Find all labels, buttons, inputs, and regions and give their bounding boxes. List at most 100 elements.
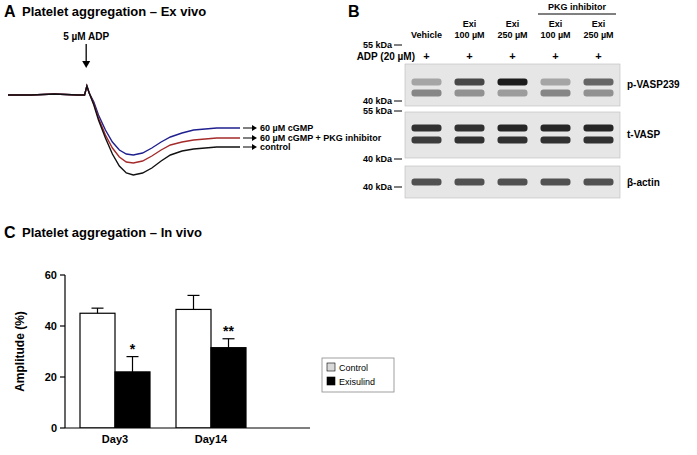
blot-band: [455, 125, 485, 132]
blot-band: [584, 90, 614, 97]
row-label: t-VASP: [627, 129, 660, 140]
blot-band: [541, 179, 571, 186]
treatment-mark: +: [466, 50, 472, 62]
error-bar: [92, 308, 104, 313]
treatment-mark: +: [552, 50, 558, 62]
significance: **: [223, 323, 234, 339]
mw-tick: [394, 187, 402, 188]
y-axis: [64, 275, 65, 428]
blot-membrane: [405, 166, 620, 198]
blot-band: [584, 137, 614, 144]
error-stem: [97, 308, 98, 313]
plot-area: [80, 295, 246, 428]
treatment-mark: +: [509, 50, 515, 62]
blot-band: [498, 79, 528, 86]
title: Platelet aggregation – In vivo: [22, 225, 202, 240]
lane-label: 100 µM: [540, 30, 570, 40]
lane-label: Vehicle: [411, 30, 442, 40]
trace: [8, 86, 240, 175]
y-tick-label: 40: [45, 320, 57, 332]
blot-band: [584, 125, 614, 132]
blot-band: [412, 79, 442, 86]
label-arrowhead: [252, 135, 257, 141]
blot-membrane: [405, 112, 620, 158]
label-arrowhead: [252, 144, 257, 150]
lane-label: 250 µM: [583, 30, 613, 40]
annotation: 5 µM ADP: [63, 31, 109, 42]
mw-marker: 55 kDa: [363, 106, 393, 116]
blot-band: [498, 137, 528, 144]
group-bracket: [538, 14, 616, 15]
bar: [176, 309, 211, 428]
legend-entry: 60 µM cGMP: [260, 123, 313, 133]
panel-label: B: [348, 3, 360, 20]
y-tick-label: 60: [45, 269, 57, 281]
legend-box: [322, 358, 394, 392]
legend-swatch: [327, 377, 335, 385]
legend-entry: Exisulind: [339, 377, 375, 387]
blot-band: [412, 90, 442, 97]
bar: [211, 348, 246, 428]
label-arrow: [243, 138, 253, 139]
group-label: PKG inhibitor: [548, 2, 606, 12]
blot-band: [455, 137, 485, 144]
blot-band: [498, 179, 528, 186]
treatment-mark: +: [595, 50, 601, 62]
mw-marker: 55 kDa: [363, 40, 393, 50]
y-tick: [60, 325, 65, 326]
figure: APlatelet aggregation – Ex vivo60 µM cGM…: [0, 0, 697, 455]
y-tick: [60, 427, 65, 428]
legend-swatch: [327, 363, 335, 371]
annotation-arrow: [86, 44, 87, 62]
mw-marker: 40 kDa: [363, 154, 393, 164]
trace: [8, 86, 240, 163]
blot-band: [584, 79, 614, 86]
lane-label: 250 µM: [497, 30, 527, 40]
label-arrow: [243, 147, 253, 148]
error-bar: [223, 339, 235, 348]
background: [0, 0, 697, 455]
x-axis: [65, 427, 310, 428]
label-arrow: [243, 128, 253, 129]
bar: [80, 313, 115, 428]
mw-tick: [394, 111, 402, 112]
blot-band: [412, 137, 442, 144]
blot-band: [541, 125, 571, 132]
mw-marker: 40 kDa: [363, 182, 393, 192]
blot-band: [412, 125, 442, 132]
error-cap: [188, 295, 200, 296]
lane-label: Exi: [549, 19, 563, 29]
legend-entry: Control: [339, 363, 368, 373]
mw-marker: 40 kDa: [363, 96, 393, 106]
y-tick-label: 0: [51, 422, 57, 434]
annotation-arrowhead: [82, 61, 90, 68]
mw-tick: [394, 159, 402, 160]
blot-band: [498, 125, 528, 132]
y-tick: [60, 376, 65, 377]
panel-label: A: [4, 3, 16, 20]
significance: *: [130, 341, 136, 357]
blot-band: [455, 79, 485, 86]
x-tick-label: Day14: [195, 433, 228, 445]
blot-band: [584, 179, 614, 186]
row-label: β-actin: [627, 177, 660, 188]
legend-entry: control: [260, 142, 291, 152]
blot-membrane: [405, 64, 620, 106]
lane-label: Exi: [592, 19, 606, 29]
y-tick: [60, 274, 65, 275]
blot-band: [541, 79, 571, 86]
axis-title: Amplitude (%): [13, 311, 27, 392]
y-tick-label: 20: [45, 371, 57, 383]
bar: [115, 372, 150, 428]
lane-label: Exi: [506, 19, 520, 29]
treatment-label: ADP (20 µM): [357, 51, 415, 62]
blot-band: [412, 179, 442, 186]
blot-band: [498, 90, 528, 97]
plot-area: [8, 86, 240, 175]
lane-label: Exi: [463, 19, 477, 29]
x-tick-label: Day3: [102, 433, 128, 445]
trace: [8, 86, 240, 155]
blot-band: [541, 137, 571, 144]
error-stem: [132, 357, 133, 372]
panel-label: C: [4, 224, 16, 241]
